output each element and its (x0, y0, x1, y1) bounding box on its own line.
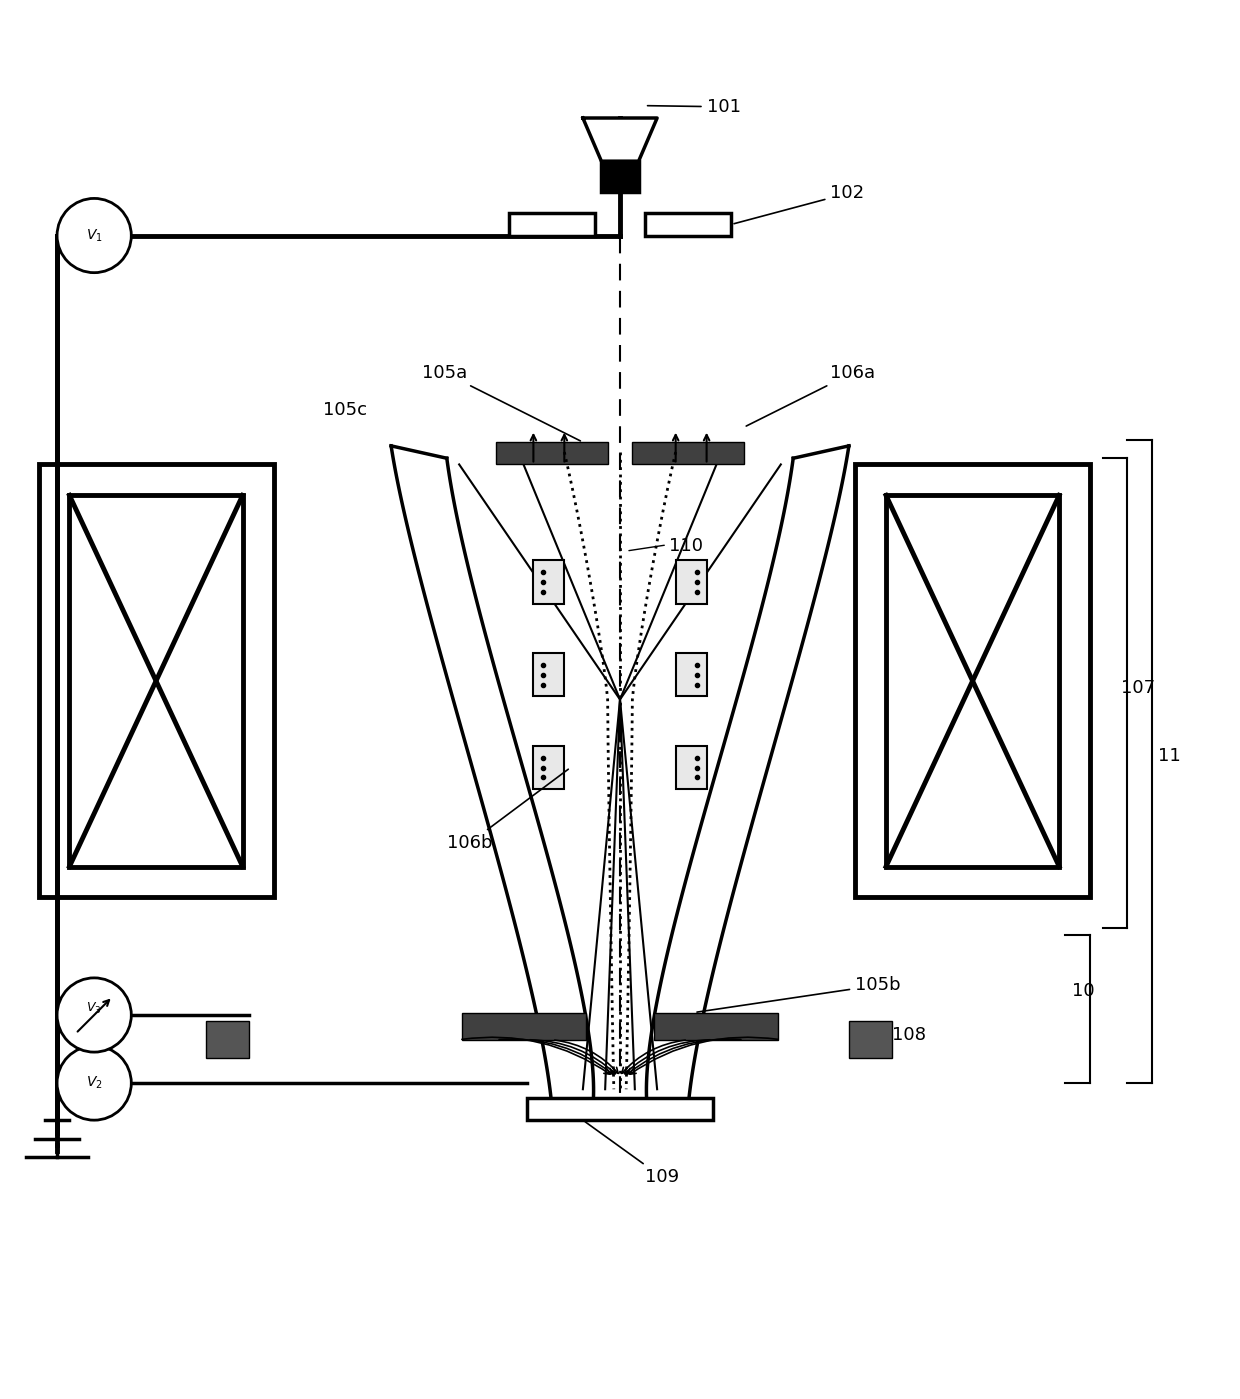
Circle shape (57, 978, 131, 1052)
Bar (496, 442, 608, 464)
Bar (38, 464, 274, 897)
Polygon shape (583, 118, 657, 161)
Bar (887, 495, 1059, 866)
Bar (508, 213, 595, 235)
Text: 102: 102 (734, 185, 864, 224)
Bar (676, 653, 707, 697)
Bar (69, 495, 243, 866)
Text: 106b: 106b (446, 769, 568, 852)
Text: 101: 101 (647, 98, 740, 116)
Bar (533, 653, 564, 697)
Text: 110: 110 (670, 537, 703, 555)
Text: 105b: 105b (697, 977, 900, 1011)
Bar (533, 561, 564, 603)
Text: 10: 10 (1071, 982, 1094, 1000)
Bar (653, 1013, 777, 1039)
Bar (849, 1021, 893, 1058)
Circle shape (57, 1046, 131, 1121)
Text: $V_3$: $V_3$ (87, 1002, 102, 1016)
Text: 11: 11 (1158, 747, 1180, 765)
Text: 107: 107 (1121, 680, 1156, 697)
Circle shape (57, 199, 131, 273)
Text: 108: 108 (893, 1025, 926, 1044)
Bar (463, 1013, 587, 1039)
Bar (676, 561, 707, 603)
Bar (533, 746, 564, 789)
Text: 105a: 105a (422, 364, 580, 441)
Text: 105c: 105c (324, 402, 367, 418)
Bar (601, 161, 639, 192)
Bar (856, 464, 1090, 897)
Text: 109: 109 (585, 1122, 678, 1186)
Bar (632, 442, 744, 464)
Text: 106a: 106a (746, 364, 875, 427)
Bar (645, 213, 732, 235)
Bar (206, 1021, 249, 1058)
Bar (527, 1098, 713, 1121)
Text: $V_1$: $V_1$ (86, 228, 103, 243)
Bar (676, 746, 707, 789)
Text: $V_2$: $V_2$ (86, 1074, 103, 1091)
